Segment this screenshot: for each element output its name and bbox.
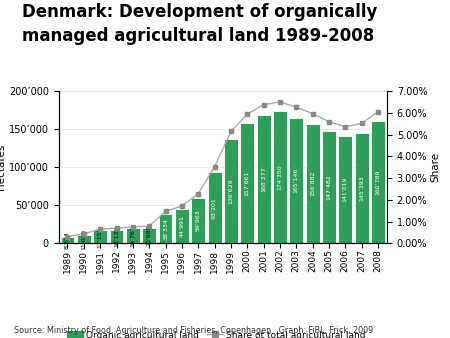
Bar — [289, 118, 303, 243]
Text: 18’138: 18’138 — [114, 226, 119, 247]
Bar — [306, 124, 320, 243]
Text: 165’146: 165’146 — [294, 168, 299, 193]
Bar — [109, 230, 123, 243]
Bar — [355, 133, 369, 243]
Bar — [61, 237, 74, 243]
Bar — [338, 136, 352, 243]
Text: 19’761: 19’761 — [130, 225, 135, 247]
Text: 160’789: 160’789 — [375, 169, 381, 195]
Text: 147’482: 147’482 — [327, 174, 332, 200]
Text: 20’688: 20’688 — [147, 225, 152, 246]
Bar — [371, 121, 385, 243]
Bar — [93, 230, 107, 243]
Bar — [191, 198, 205, 243]
Text: 145’393: 145’393 — [359, 175, 364, 201]
Text: 156’882: 156’882 — [310, 171, 315, 196]
Text: 93’201: 93’201 — [212, 197, 217, 219]
Text: 44’991: 44’991 — [180, 215, 184, 237]
Text: 8’284: 8’284 — [65, 231, 70, 249]
Text: 11’035: 11’035 — [81, 228, 86, 250]
Bar — [207, 172, 221, 243]
Text: 38’334: 38’334 — [163, 218, 168, 240]
Text: Denmark: Development of organically: Denmark: Development of organically — [22, 3, 378, 21]
Y-axis label: Hectares: Hectares — [0, 144, 6, 191]
Text: 59’963: 59’963 — [196, 210, 201, 232]
Bar — [175, 209, 189, 243]
Text: 174’350: 174’350 — [278, 164, 283, 190]
Text: managed agricultural land 1989-2008: managed agricultural land 1989-2008 — [22, 27, 375, 45]
Text: 17’155: 17’155 — [98, 226, 103, 248]
Text: 168’377: 168’377 — [261, 167, 266, 192]
Bar — [142, 227, 156, 243]
Bar — [158, 214, 172, 243]
Bar — [240, 123, 254, 243]
Y-axis label: Share: Share — [430, 152, 440, 183]
Bar — [77, 235, 91, 243]
Text: Source: Ministry of Food, Agriculture and Fisheries, Copenhagen   Graph: FiBL, F: Source: Ministry of Food, Agriculture an… — [14, 325, 373, 335]
Text: 141’019: 141’019 — [343, 177, 348, 202]
Legend: Organic agricultural land, Share ot total agricultural land: Organic agricultural land, Share ot tota… — [63, 327, 369, 338]
Bar — [126, 228, 140, 243]
Bar — [273, 111, 287, 243]
Bar — [256, 115, 270, 243]
Text: 136’629: 136’629 — [229, 178, 234, 204]
Bar — [224, 140, 238, 243]
Text: 157’661: 157’661 — [245, 171, 250, 196]
Bar — [322, 131, 336, 243]
